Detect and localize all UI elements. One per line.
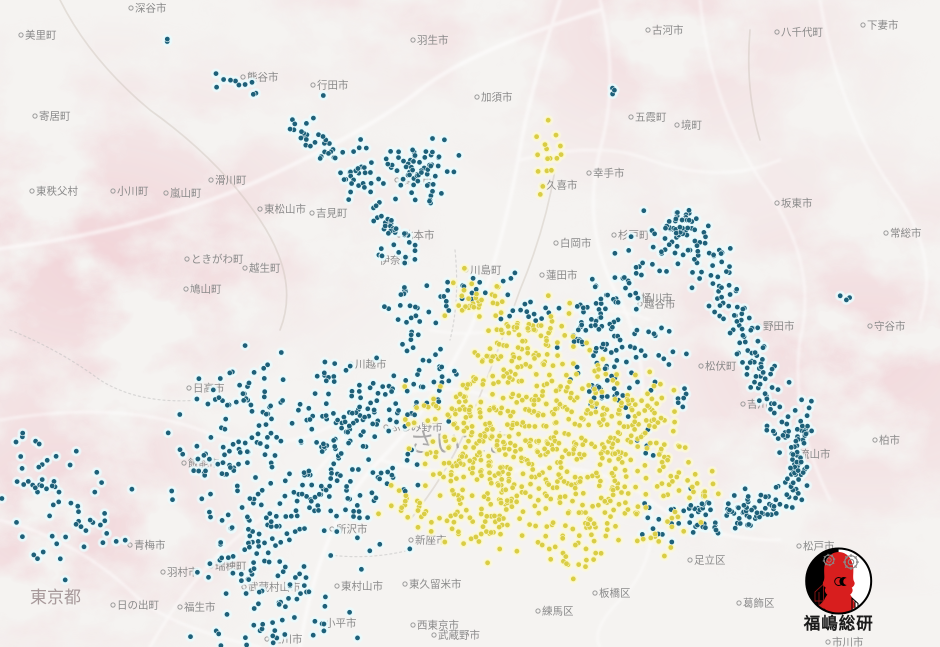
svg-text:福嶋総研: 福嶋総研 — [803, 613, 874, 633]
